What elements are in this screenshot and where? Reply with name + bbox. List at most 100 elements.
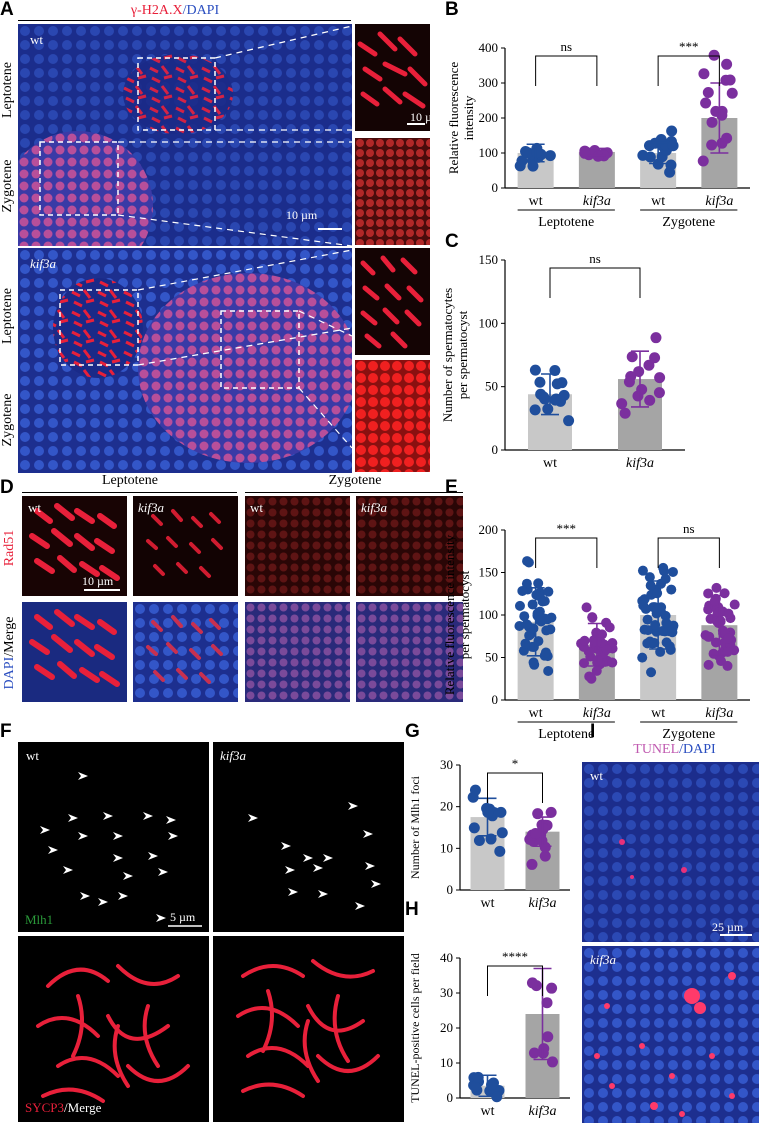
d-merge-text: /Merge [2, 616, 17, 657]
d-col-kif3a-1: kif3a [138, 500, 164, 515]
i-tunel-wt [582, 762, 759, 942]
data-point [545, 624, 556, 635]
data-point [581, 602, 592, 613]
f-sycp3-text: SYCP3 [25, 1100, 65, 1115]
data-point [540, 647, 551, 658]
data-point [729, 599, 740, 610]
data-point [528, 1047, 540, 1059]
data-point [522, 556, 533, 567]
data-point [722, 660, 733, 671]
data-point [616, 398, 628, 410]
data-point [637, 652, 648, 663]
data-point [667, 140, 679, 152]
data-point [539, 596, 550, 607]
significance-label: *** [557, 521, 577, 536]
y-tick-label: 20 [440, 1020, 453, 1035]
panel-label-f: F [0, 721, 12, 742]
data-point [716, 109, 728, 121]
inset-a1 [355, 24, 430, 131]
data-point [703, 659, 714, 670]
data-point [619, 407, 631, 419]
chart-e: 0 50 100 150 200 Relative fluorescence intens… [442, 521, 750, 742]
y-tick-label: 200 [479, 110, 499, 125]
data-point [563, 415, 575, 427]
data-point [642, 614, 653, 625]
data-point [542, 1031, 554, 1043]
f-wt-label: wt [26, 748, 39, 763]
x-tick-label: kif3a [529, 896, 557, 911]
y-tick-label: 100 [479, 315, 499, 330]
data-point [535, 615, 546, 626]
a-row-leptotene-wt: Leptotene [0, 62, 15, 118]
y-tick-label: 40 [440, 950, 453, 965]
y-axis-label: Number of spermatocytes [440, 288, 455, 422]
f-sycp3-wt [18, 936, 209, 1122]
a-row-zygotene-kif3a: Zygotene [0, 393, 15, 447]
d-dapi-text: DAPI [2, 656, 17, 690]
x-tick-label: kif3a [626, 456, 654, 471]
data-point [700, 97, 712, 109]
data-point [546, 982, 558, 994]
data-point [652, 588, 663, 599]
x-tick-label: kif3a [583, 194, 611, 209]
data-point [665, 644, 676, 655]
data-point [496, 827, 508, 839]
tunel-label: TUNEL [633, 742, 680, 757]
significance-label: ns [589, 251, 601, 266]
y-tick-label: 150 [479, 252, 499, 267]
a-row-leptotene-kif3a: Leptotene [0, 288, 15, 344]
i-kif3a-label: kif3a [590, 952, 616, 967]
data-point [601, 644, 612, 655]
data-point [494, 845, 506, 857]
panel-label-a: A [0, 0, 14, 20]
data-point [586, 673, 597, 684]
significance-bracket [549, 267, 641, 298]
data-point [579, 147, 591, 159]
data-point [516, 155, 528, 167]
x-tick-label: wt [651, 706, 665, 721]
significance-label: ns [683, 521, 695, 536]
group-label: Leptotene [538, 727, 594, 742]
y-tick-label: 0 [492, 180, 499, 195]
data-point [534, 376, 546, 388]
data-point [659, 566, 670, 577]
significance-bracket [657, 537, 720, 568]
data-point [708, 648, 719, 659]
panel-label-e: E [445, 477, 458, 498]
x-tick-label: wt [481, 1104, 495, 1119]
y-tick-label: 50 [485, 379, 498, 394]
y-tick-label: 0 [492, 442, 499, 457]
data-point [711, 582, 722, 593]
inset-a3 [355, 248, 430, 355]
gh2ax-label: γ-H2A.X [130, 3, 183, 18]
data-point [539, 841, 551, 853]
y-axis-label: per spermatocyst [457, 570, 472, 659]
chart-c: 0 50 100 150 Number of spermatocytes per sper… [440, 251, 685, 471]
data-point [529, 404, 541, 416]
y-tick-label: 100 [479, 607, 499, 622]
y-axis-label: Relative fluorescence intensity [442, 534, 457, 695]
data-point [469, 1080, 481, 1092]
data-point [666, 125, 678, 137]
i-scale: 25 µm [712, 920, 744, 934]
f-scale: 5 µm [170, 910, 196, 924]
data-point [665, 159, 677, 171]
inset-a2 [355, 138, 430, 245]
y-axis-label: TUNEL-positive cells per field [408, 953, 422, 1103]
panel-label-c: C [445, 231, 459, 252]
d-rad51-wt-lep [22, 496, 127, 596]
y-tick-label: 50 [485, 650, 498, 665]
significance-bracket [535, 537, 598, 568]
significance-label: **** [502, 949, 528, 964]
panel-label-i: I [590, 721, 596, 742]
data-point [521, 619, 532, 630]
y-tick-label: 30 [440, 985, 453, 1000]
chart-h: 0 10 20 30 40 TUNEL-positive cells per field w… [408, 949, 570, 1119]
a-scale-large: 10 µm [286, 208, 318, 222]
data-point [473, 834, 485, 846]
data-point [719, 588, 730, 599]
data-point [721, 58, 733, 70]
data-point [517, 585, 528, 596]
y-tick-label: 0 [492, 692, 499, 707]
data-point [723, 633, 734, 644]
